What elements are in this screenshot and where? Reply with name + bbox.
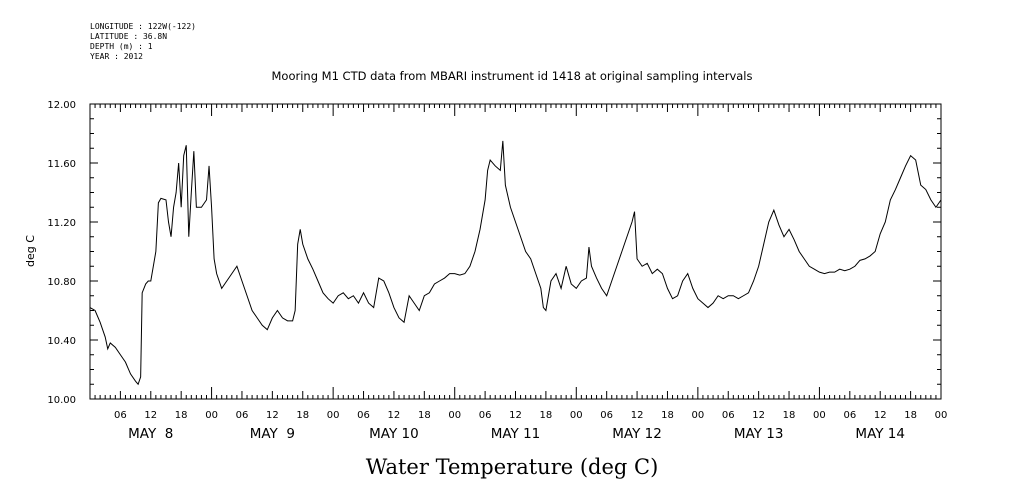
x-tick-label: 06 — [236, 410, 249, 421]
x-tick-label: 12 — [388, 410, 401, 421]
x-tick-label: 06 — [114, 410, 127, 421]
x-tick-label: 18 — [296, 410, 309, 421]
x-tick-label: 18 — [661, 410, 674, 421]
y-tick-label: 11.60 — [47, 159, 76, 170]
y-tick-label: 10.80 — [47, 277, 76, 288]
x-tick-label: 00 — [935, 410, 948, 421]
y-axis-label: deg C — [24, 235, 37, 267]
x-tick-label: 00 — [813, 410, 826, 421]
x-day-label: MAY 12 — [612, 426, 662, 442]
x-day-label: MAY 13 — [734, 426, 784, 442]
x-tick-label: 00 — [691, 410, 704, 421]
x-day-label: MAY 9 — [250, 426, 295, 442]
x-axis: 06 12 18 00 06 12 18 00 06 12 18 00 06 12 18 00 06 12 18 00… — [89, 104, 948, 442]
metadata-block: LONGITUDE : 122W(-122) LATITUDE : 36.8N … — [90, 22, 196, 61]
x-tick-label: 12 — [874, 410, 887, 421]
series-line — [89, 140, 942, 386]
y-tick-label: 11.20 — [47, 218, 76, 229]
x-tick-label: 06 — [843, 410, 856, 421]
x-tick-label: 06 — [600, 410, 613, 421]
x-tick-label: 18 — [175, 410, 188, 421]
meta-latitude: LATITUDE : 36.8N — [90, 32, 167, 41]
x-tick-label: 12 — [509, 410, 522, 421]
x-tick-label: 00 — [570, 410, 583, 421]
x-axis-label: Water Temperature (deg C) — [366, 455, 659, 479]
y-tick-label: 10.00 — [47, 395, 76, 406]
x-tick-label: 00 — [205, 410, 218, 421]
x-tick-label: 18 — [904, 410, 917, 421]
x-tick-label: 12 — [752, 410, 765, 421]
meta-depth: DEPTH (m) : 1 — [90, 42, 153, 51]
x-tick-label: 18 — [783, 410, 796, 421]
chart-title: Mooring M1 CTD data from MBARI instrumen… — [272, 69, 753, 83]
x-tick-label: 06 — [357, 410, 370, 421]
x-day-label: MAY 8 — [128, 426, 173, 442]
y-axis: 10.00 10.40 10.80 11.20 11.60 12.00 — [47, 100, 941, 406]
x-tick-label: 00 — [327, 410, 340, 421]
x-tick-label: 00 — [448, 410, 461, 421]
y-tick-label: 12.00 — [47, 100, 76, 111]
x-tick-label: 12 — [266, 410, 279, 421]
meta-longitude: LONGITUDE : 122W(-122) — [90, 22, 196, 31]
meta-year: YEAR : 2012 — [90, 52, 143, 61]
y-tick-label: 10.40 — [47, 336, 76, 347]
x-day-label: MAY 11 — [491, 426, 541, 442]
x-tick-label: 18 — [418, 410, 431, 421]
x-day-label: MAY 10 — [369, 426, 419, 442]
x-tick-label: 12 — [144, 410, 157, 421]
x-tick-label: 18 — [540, 410, 553, 421]
x-day-label: MAY 14 — [855, 426, 905, 442]
x-tick-label: 06 — [722, 410, 735, 421]
x-tick-label: 06 — [479, 410, 492, 421]
x-tick-label: 12 — [631, 410, 644, 421]
plot-frame — [89, 103, 942, 400]
